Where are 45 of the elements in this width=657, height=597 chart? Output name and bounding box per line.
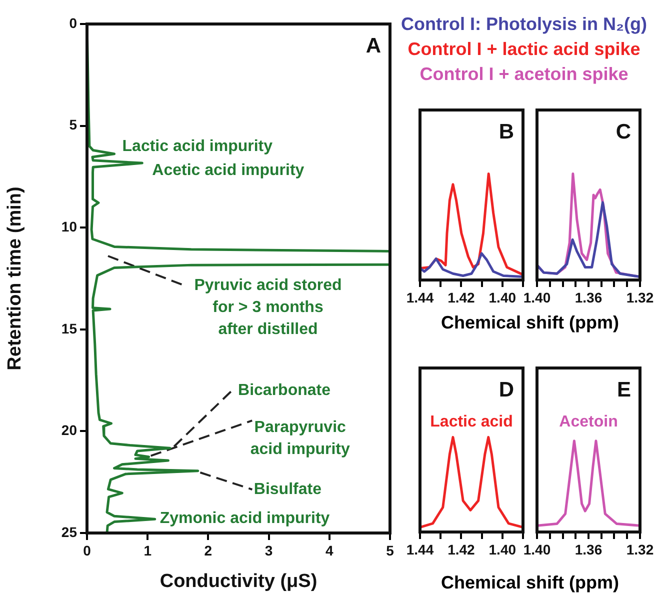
x-tick-label: 1.36 <box>574 541 602 558</box>
text: Control I + lactic acid spike <box>406 38 642 61</box>
x-tick-label: 2 <box>204 542 212 558</box>
x-tick-label: 1.44 <box>406 289 434 306</box>
x-tick-label: 4 <box>326 542 334 558</box>
x-tick-label: 1.40 <box>488 541 516 558</box>
annotation: Bisulfate <box>254 480 322 500</box>
text: C <box>616 120 631 144</box>
x-axis-title: Conductivity (μS) <box>160 570 318 592</box>
y-tick-label: 15 <box>61 320 78 336</box>
y-tick-label: 25 <box>61 524 78 540</box>
y-tick-label: 20 <box>61 422 78 438</box>
x-tick-label: 1.32 <box>626 289 654 306</box>
x-tick-label: 1.44 <box>406 541 434 558</box>
annotation: Acetic acid impurity <box>152 161 304 182</box>
annotation: Lactic acid impurity <box>122 137 273 158</box>
x-tick-label: 3 <box>264 542 273 558</box>
text: Control I + acetoin spike <box>418 63 630 86</box>
text: D <box>498 378 514 402</box>
x-tick-label: 1.32 <box>626 541 654 558</box>
x-tick-label: 1.40 <box>523 289 551 306</box>
x-axis-title: Chemical shift (ppm) <box>440 572 620 594</box>
annotation: Zymonic acid impurity <box>160 509 330 530</box>
x-tick-label: 0 <box>83 542 92 558</box>
text: E <box>616 378 631 402</box>
annotation: Pyruvic acid stored for > 3 months after distilled <box>194 276 342 340</box>
y-tick-label: 0 <box>69 14 78 31</box>
annotation: Parapyruvic acid impurity <box>250 418 350 460</box>
text: B <box>498 120 514 144</box>
x-tick-label: 1.40 <box>523 541 551 558</box>
annotation: A <box>366 34 381 58</box>
text: Control I: Photolysis in N₂(g) <box>401 13 647 36</box>
x-tick-label: 1.40 <box>488 289 516 306</box>
x-tick-label: 1.36 <box>574 289 602 306</box>
y-tick-label: 5 <box>69 116 78 133</box>
annotation: Bicarbonate <box>238 381 330 402</box>
series-label: Lactic acid <box>430 414 513 431</box>
series-label: Acetoin <box>559 414 618 431</box>
y-tick-label: 10 <box>61 218 78 234</box>
x-tick-label: 5 <box>386 542 394 558</box>
x-tick-label: 1.42 <box>448 289 476 306</box>
x-tick-label: 1.42 <box>448 541 476 558</box>
x-tick-label: 1 <box>144 542 152 558</box>
x-axis-title: Chemical shift (ppm) <box>440 312 620 334</box>
y-axis-title: Retention time (min) <box>4 186 26 370</box>
